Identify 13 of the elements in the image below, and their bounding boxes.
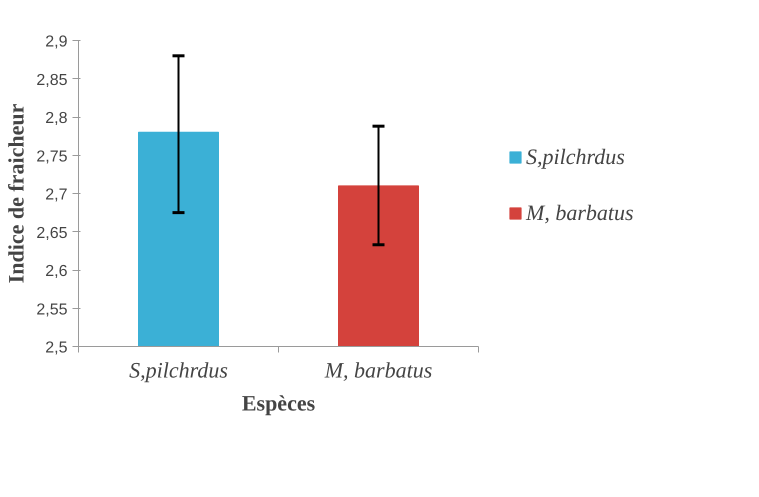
y-tick-label: 2,65 [36, 224, 68, 242]
x-axis-title: Espèces [242, 390, 316, 416]
legend-label: S,pilchrdus [526, 144, 625, 170]
y-axis-title: Indice de fraicheur [3, 103, 28, 284]
y-tick-label: 2,85 [36, 72, 68, 89]
legend-label: M, barbatus [526, 200, 634, 226]
y-tick-label: 2,6 [45, 263, 68, 280]
y-tick-label: 2,5 [45, 340, 68, 356]
y-tick-label: 2,55 [36, 301, 68, 318]
y-tick-label: 2,8 [45, 110, 68, 127]
y-tick-label: 2,7 [45, 186, 68, 204]
y-tick-label: 2,9 [45, 34, 68, 50]
y-tick-label: 2,75 [36, 148, 68, 166]
